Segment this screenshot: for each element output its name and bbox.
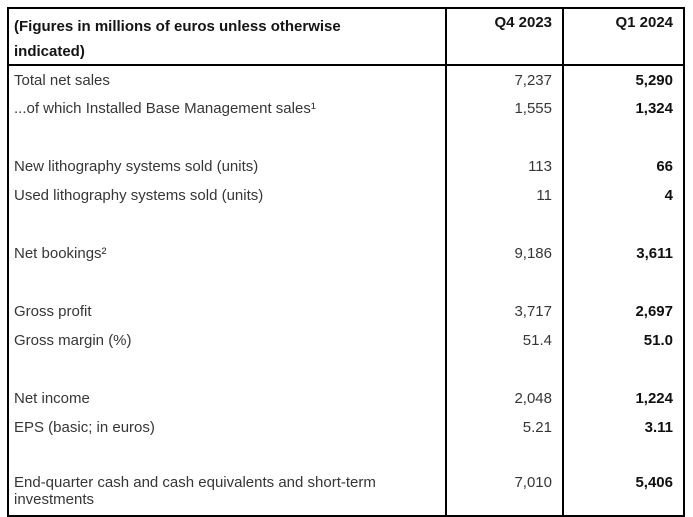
q1-value: 4 xyxy=(562,181,684,210)
spacer-row xyxy=(8,210,684,239)
row-label: ...of which Installed Base Management sa… xyxy=(14,100,316,117)
q1-value: 3.11 xyxy=(562,413,684,442)
q4-value: 1,555 xyxy=(445,94,563,123)
q1-value: 5,406 xyxy=(562,471,684,516)
q1-value: 66 xyxy=(562,152,684,181)
row-label: Total net sales xyxy=(14,71,110,89)
q1-value: 2,697 xyxy=(562,297,684,326)
q4-value: 5.21 xyxy=(445,413,563,442)
row-label: Net bookings² xyxy=(14,245,107,262)
row-label: New lithography systems sold (units) xyxy=(14,158,259,175)
q4-value: 9,186 xyxy=(445,239,563,268)
spacer-row xyxy=(8,268,684,297)
q4-value: 7,010 xyxy=(445,471,563,516)
q4-value: 7,237 xyxy=(445,65,563,94)
q4-value: 3,717 xyxy=(445,297,563,326)
table-row-total-net-sales: Total net sales 7,237 5,290 xyxy=(8,65,684,94)
q4-value: 2,048 xyxy=(445,384,563,413)
table-row-gross-margin: Gross margin (%) 51.4 51.0 xyxy=(8,326,684,355)
q4-value: 113 xyxy=(445,152,563,181)
q4-value: 51.4 xyxy=(445,326,563,355)
results-table: (Figures in millions of euros unless oth… xyxy=(7,7,685,517)
header-q1-2024: Q1 2024 xyxy=(562,8,684,66)
header-q4-2023: Q4 2023 xyxy=(445,8,563,66)
q1-value: 1,324 xyxy=(562,94,684,123)
row-label: Net income xyxy=(14,390,90,407)
spacer-row xyxy=(8,123,684,152)
table-header-row: (Figures in millions of euros unless oth… xyxy=(8,8,684,66)
q1-value: 1,224 xyxy=(562,384,684,413)
table-row-net-income: Net income 2,048 1,224 xyxy=(8,384,684,413)
table-row-gross-profit: Gross profit 3,717 2,697 xyxy=(8,297,684,326)
q1-value: 5,290 xyxy=(562,65,684,94)
q1-value: 3,611 xyxy=(562,239,684,268)
q4-value: 11 xyxy=(445,181,563,210)
table-row-new-systems: New lithography systems sold (units) 113… xyxy=(8,152,684,181)
table-row-net-bookings: Net bookings² 9,186 3,611 xyxy=(8,239,684,268)
q1-value: 51.0 xyxy=(562,326,684,355)
row-label: Gross profit xyxy=(14,303,92,320)
row-label: Gross margin (%) xyxy=(14,332,132,349)
table-row-eps: EPS (basic; in euros) 5.21 3.11 xyxy=(8,413,684,442)
spacer-row xyxy=(8,355,684,384)
table-row-used-systems: Used lithography systems sold (units) 11… xyxy=(8,181,684,210)
row-label: EPS (basic; in euros) xyxy=(14,419,155,436)
spacer-row xyxy=(8,442,684,471)
table-row-end-quarter-cash: End-quarter cash and cash equivalents an… xyxy=(8,471,684,516)
financial-summary-table: (Figures in millions of euros unless oth… xyxy=(7,7,685,517)
row-label: Used lithography systems sold (units) xyxy=(14,187,264,204)
header-units-note: (Figures in millions of euros unless oth… xyxy=(8,8,446,66)
row-label: End-quarter cash and cash equivalents an… xyxy=(14,474,376,508)
table-row-ibm-sales: ...of which Installed Base Management sa… xyxy=(8,94,684,123)
